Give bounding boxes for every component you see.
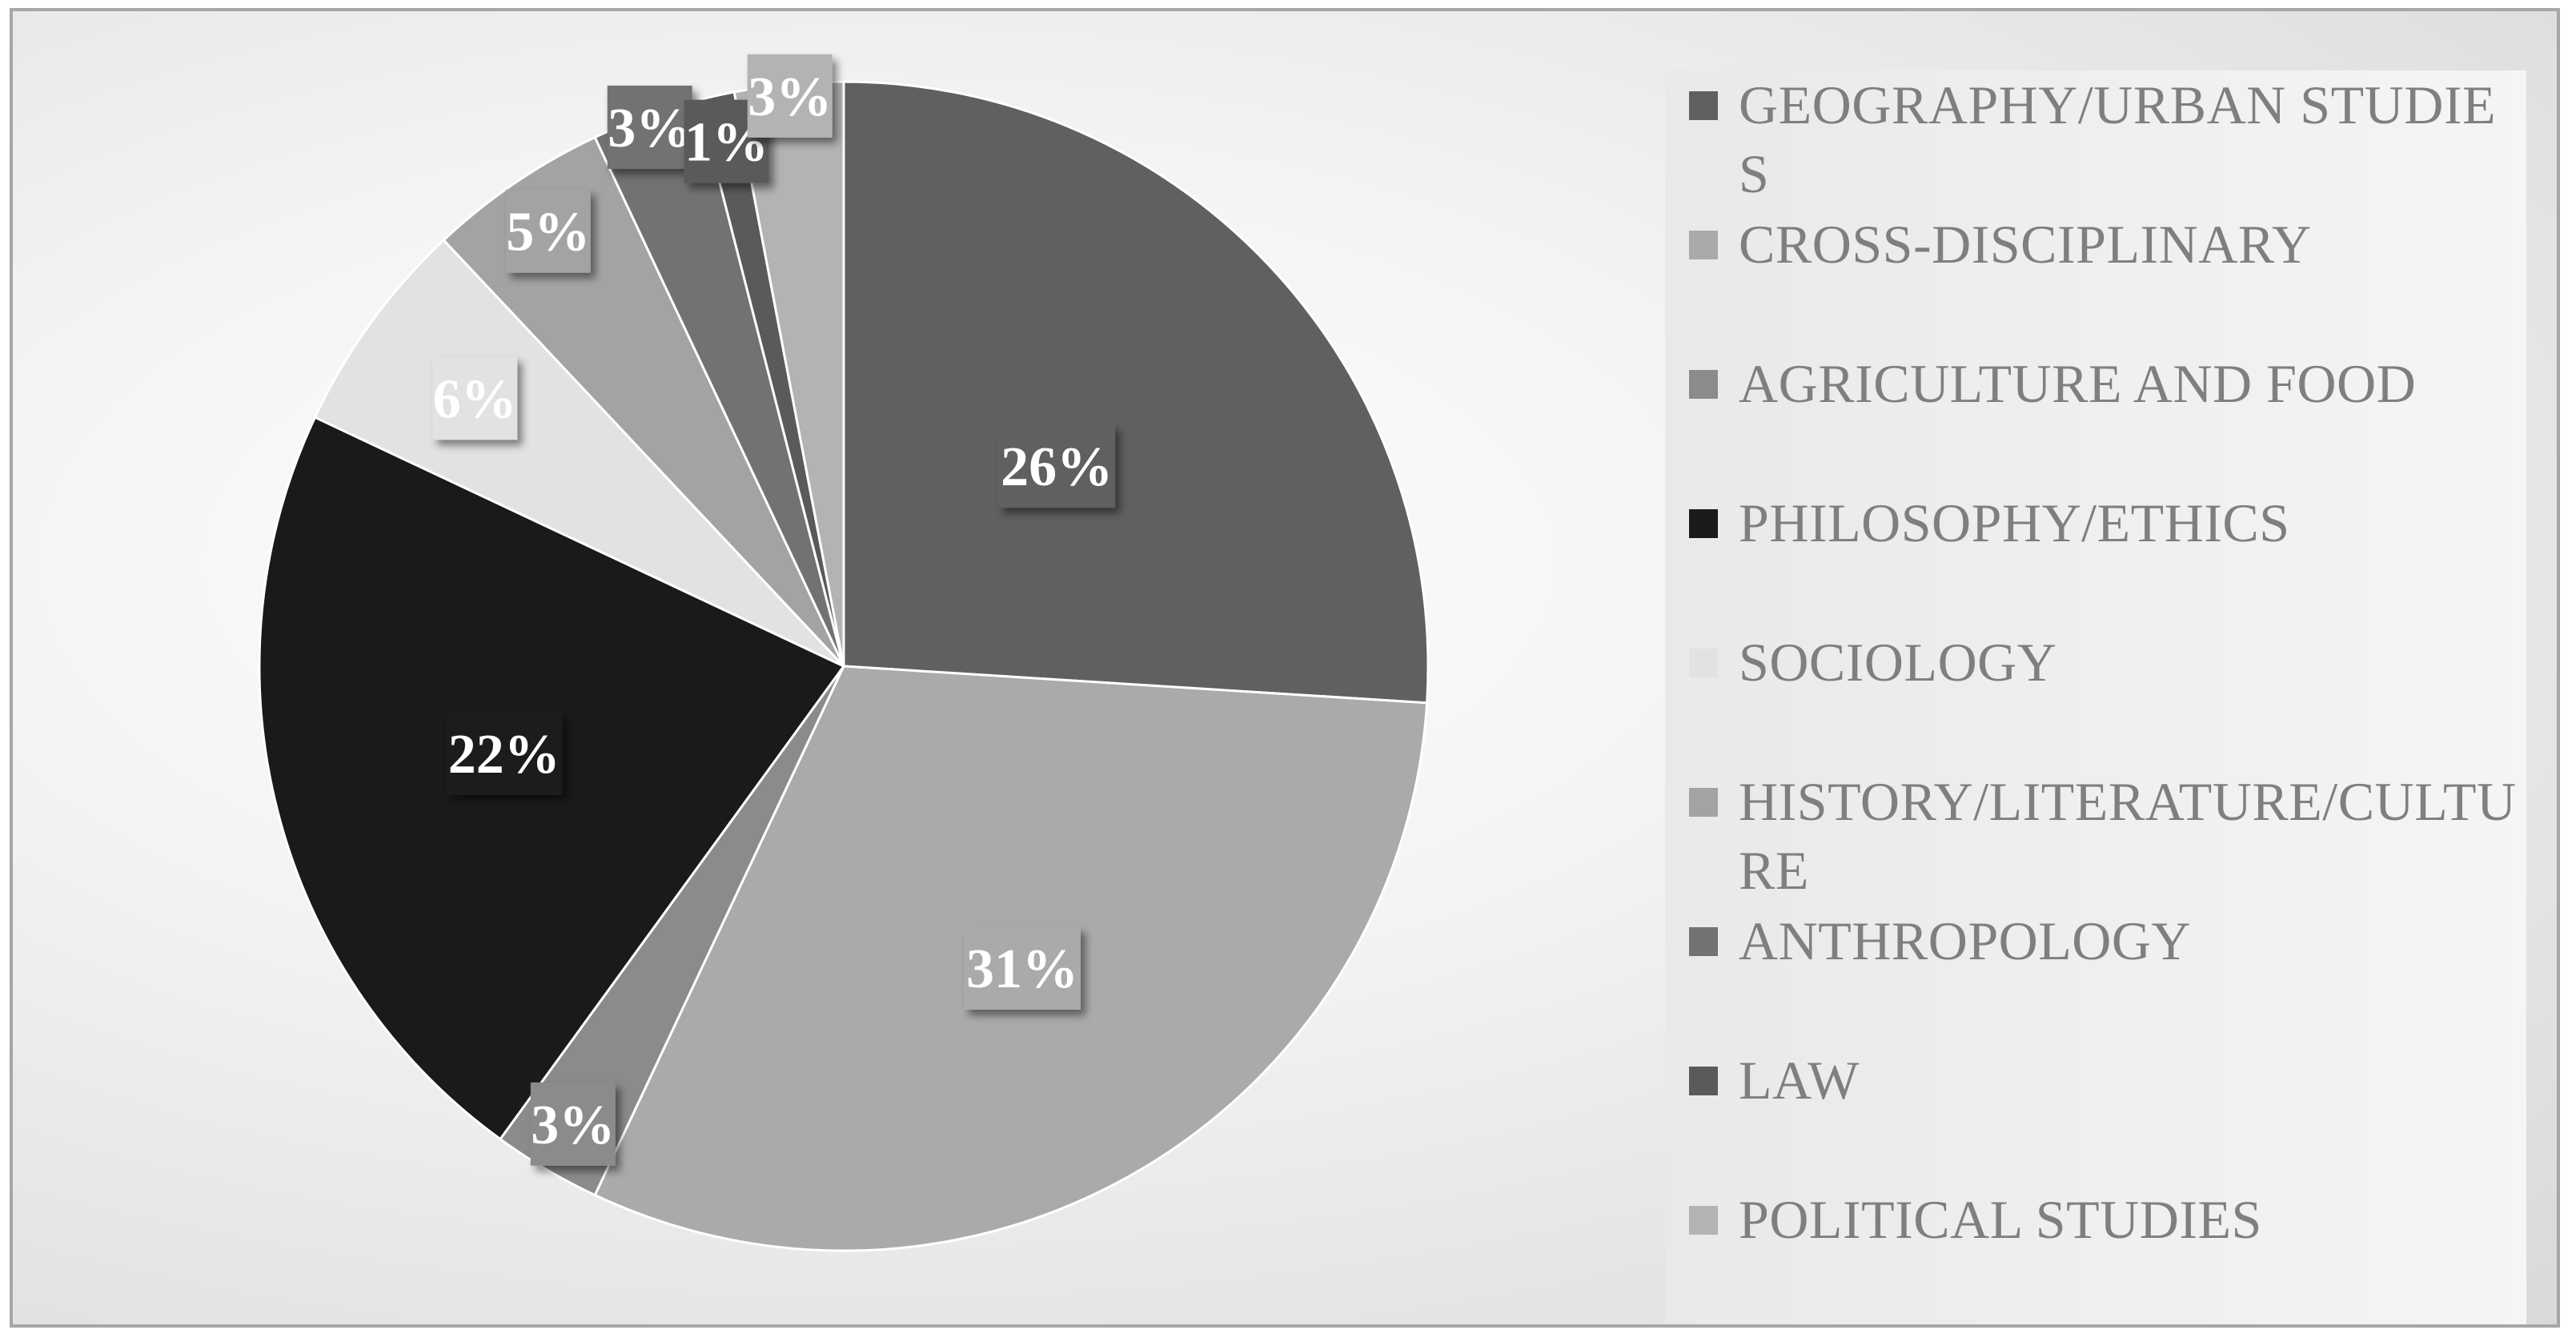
data-label-box — [432, 356, 518, 440]
data-label-text: 6% — [433, 368, 517, 430]
legend-swatch — [1689, 788, 1718, 817]
pie-chart: 26%31%3%22%6%5%3%1%3% — [258, 54, 1430, 1252]
data-label-box — [505, 189, 591, 273]
data-label-box — [747, 54, 833, 138]
legend-swatch — [1689, 927, 1718, 956]
data-label-box — [998, 424, 1116, 508]
legend-swatch — [1689, 1206, 1718, 1235]
data-label-text: 5% — [506, 202, 590, 263]
data-label-philosophy-ethics: 22% — [445, 711, 563, 795]
legend-label: PHILOSOPHY/ETHICS — [1739, 492, 2290, 553]
legend-label: GEOGRAPHY/URBAN STUDIES — [1739, 74, 2497, 204]
legend-label: LAW — [1739, 1050, 1860, 1111]
data-label-box — [530, 1082, 616, 1166]
data-label-geography-urban-studies: 26% — [998, 424, 1116, 508]
data-label-cross-disciplinary: 31% — [964, 926, 1081, 1010]
legend-label: AGRICULTURE AND FOOD — [1739, 353, 2417, 414]
data-label-box — [607, 85, 692, 169]
data-label-box — [964, 926, 1081, 1010]
data-label-anthropology: 3% — [607, 85, 692, 169]
legend: GEOGRAPHY/URBAN STUDIES CROSS-DISCIPLINAR… — [1665, 70, 2526, 1324]
data-label-text: 3% — [531, 1095, 615, 1156]
legend-label: HISTORY/LITERATURE/CULTURE — [1739, 771, 2517, 901]
data-label-text: 31% — [966, 938, 1078, 1000]
data-label-text: 3% — [748, 66, 832, 128]
data-label-political-studies: 3% — [747, 54, 833, 138]
legend-label: ANTHROPOLOGY — [1739, 910, 2192, 971]
legend-swatch — [1689, 370, 1718, 399]
legend-swatch — [1689, 91, 1718, 120]
chart-frame: 26% 31% 3% 22% 6% 5% 3% 1% 3% GEOGRAPHY/URBAN ST… — [10, 8, 2560, 1328]
legend-label: CROSS-DISCIPLINARY — [1739, 214, 2312, 275]
legend-swatch — [1689, 231, 1718, 259]
pie-data-labels: 26%31%3%22%6%5%3%1%3% — [432, 54, 1116, 1166]
data-label-sociology: 6% — [432, 356, 518, 440]
pie-slices — [258, 80, 1430, 1252]
data-label-text: 3% — [608, 98, 692, 159]
legend-swatch — [1689, 649, 1718, 677]
legend-label: SOCIOLOGY — [1739, 632, 2057, 693]
legend-label: POLITICAL STUDIES — [1739, 1189, 2262, 1250]
data-label-agriculture-and-food: 3% — [530, 1082, 616, 1166]
pie-slice-sociology — [313, 238, 845, 668]
data-label-history-literature-culture: 5% — [505, 189, 591, 273]
data-label-text: 26% — [1001, 436, 1113, 498]
legend-swatch — [1689, 1067, 1718, 1095]
data-label-box — [445, 711, 563, 795]
data-label-text: 22% — [448, 724, 560, 786]
legend-swatch — [1689, 509, 1718, 538]
pie-slice-geography-urban-studies — [842, 80, 1430, 705]
